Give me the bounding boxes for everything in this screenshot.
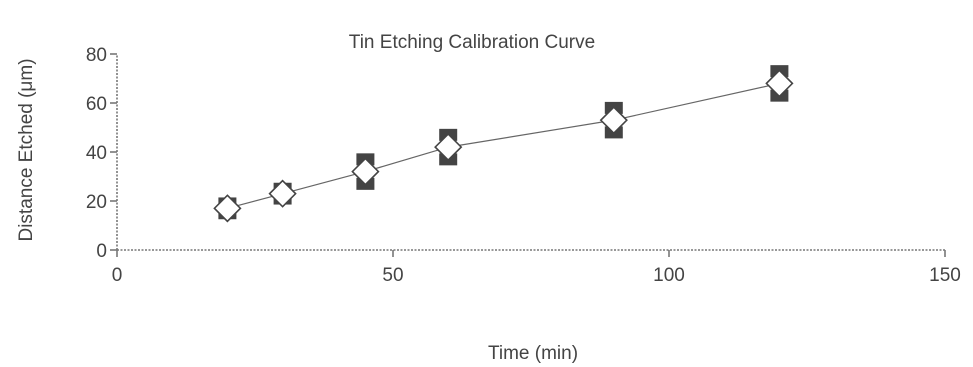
x-tick-label: 0	[112, 265, 123, 286]
data-point	[351, 157, 380, 186]
y-tick-label: 60	[86, 94, 107, 115]
axes	[116, 54, 945, 251]
y-tick-label: 20	[86, 192, 107, 213]
data-point	[268, 179, 297, 208]
y-axis-label: Distance Etched (μm)	[16, 58, 37, 241]
x-tick-label: 100	[653, 265, 685, 286]
x-tick-label: 50	[382, 265, 403, 286]
chart-title: Tin Etching Calibration Curve	[349, 32, 595, 53]
series-line	[227, 82, 780, 209]
x-axis-label: Time (min)	[488, 343, 578, 364]
ticks	[110, 53, 946, 257]
x-tick-label: 150	[929, 265, 961, 286]
y-tick-label: 40	[86, 143, 107, 164]
tick-labels: 0 50 100 150 0 20 40 60 80	[86, 45, 961, 286]
data-point	[213, 194, 242, 223]
data-point	[765, 69, 794, 98]
y-tick-label: 0	[96, 241, 107, 262]
data-point	[434, 132, 463, 162]
series	[213, 65, 794, 223]
y-tick-label: 80	[86, 45, 107, 66]
data-point	[599, 106, 628, 135]
